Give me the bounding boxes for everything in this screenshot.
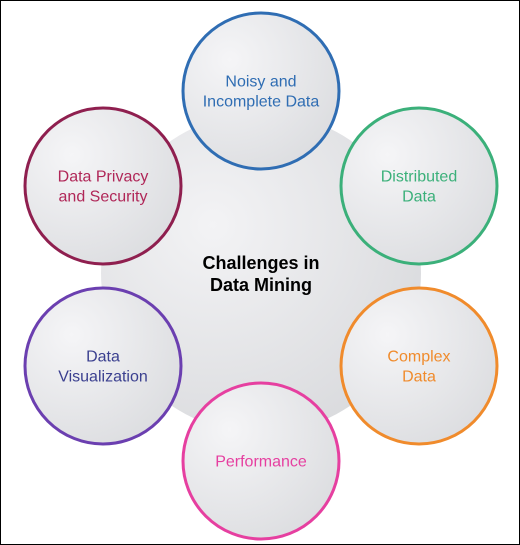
node-circle-privacy <box>25 108 181 264</box>
node-privacy: Data Privacyand Security <box>25 108 181 264</box>
node-circle-distributed <box>341 108 497 264</box>
node-complex: ComplexData <box>341 288 497 444</box>
node-circle-visualization <box>25 288 181 444</box>
node-circle-complex <box>341 288 497 444</box>
node-performance: Performance <box>183 383 339 539</box>
node-noisy: Noisy andIncomplete Data <box>183 13 339 169</box>
node-visualization: DataVisualization <box>25 288 181 444</box>
node-label-performance: Performance <box>215 454 307 471</box>
diagram-svg: Challenges inData Mining Noisy andIncomp… <box>1 1 520 545</box>
node-distributed: DistributedData <box>341 108 497 264</box>
node-circle-noisy <box>183 13 339 169</box>
diagram-frame: Challenges inData Mining Noisy andIncomp… <box>0 0 520 545</box>
